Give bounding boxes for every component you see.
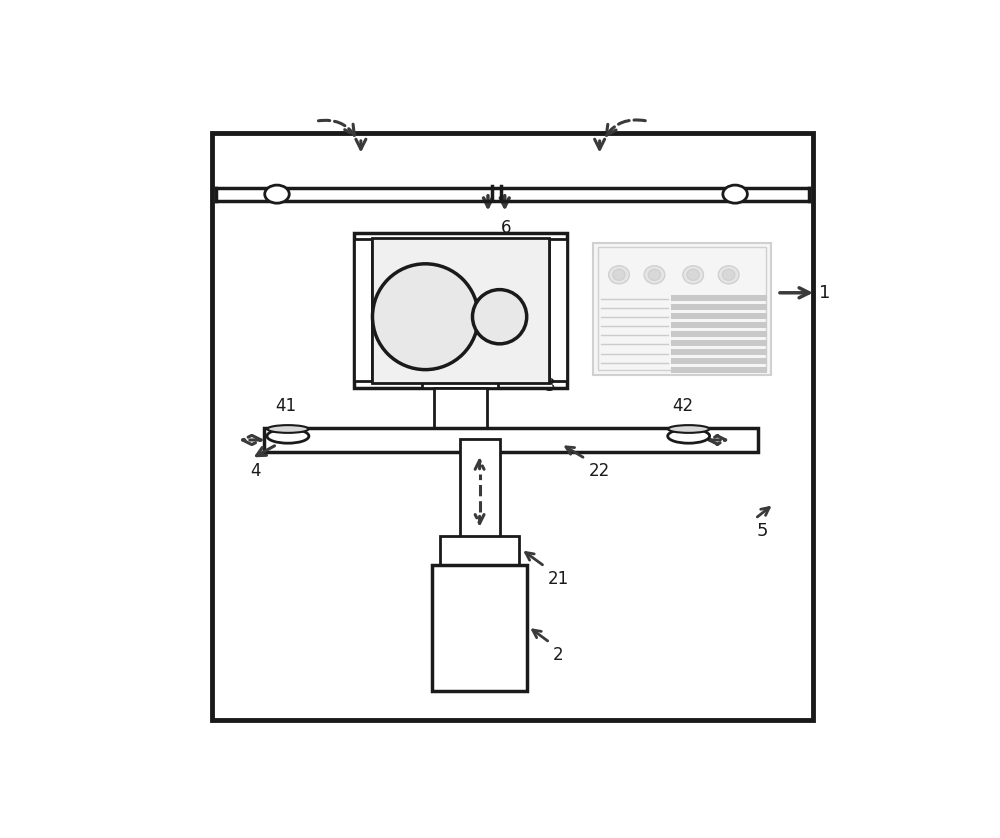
Bar [671,313,767,318]
Ellipse shape [687,269,699,280]
Ellipse shape [648,269,661,280]
Bar [598,247,766,370]
Text: 41: 41 [275,397,296,416]
Text: 4: 4 [250,462,260,480]
Bar [671,331,767,337]
Text: 21: 21 [548,571,569,588]
Ellipse shape [644,266,665,284]
Bar [593,242,771,375]
Bar [549,240,567,381]
Bar [440,536,519,572]
Ellipse shape [668,425,709,433]
Ellipse shape [267,429,309,443]
Ellipse shape [265,185,289,203]
Bar [432,565,527,691]
Text: 5: 5 [756,522,768,540]
Bar [671,340,767,346]
Bar [671,304,767,309]
Text: 3: 3 [545,377,555,395]
Ellipse shape [723,185,747,203]
Ellipse shape [267,425,309,433]
Bar [422,369,498,388]
Ellipse shape [718,266,739,284]
Text: 6: 6 [501,220,511,237]
Text: 1: 1 [819,284,830,302]
Bar [354,233,567,388]
Bar [671,295,767,301]
Circle shape [372,264,478,370]
Circle shape [472,290,527,344]
Ellipse shape [683,266,703,284]
Bar [671,322,767,328]
Bar [460,439,500,546]
Bar [671,358,767,364]
Bar [372,238,549,382]
Bar [671,367,767,373]
Bar [434,388,487,439]
Ellipse shape [723,269,735,280]
Ellipse shape [668,429,710,443]
Text: 42: 42 [673,397,694,416]
Bar [264,427,758,453]
Bar [354,240,372,381]
Text: 22: 22 [589,462,610,480]
Bar [671,349,767,354]
Ellipse shape [613,269,625,280]
Ellipse shape [609,266,629,284]
Text: 2: 2 [553,646,563,665]
